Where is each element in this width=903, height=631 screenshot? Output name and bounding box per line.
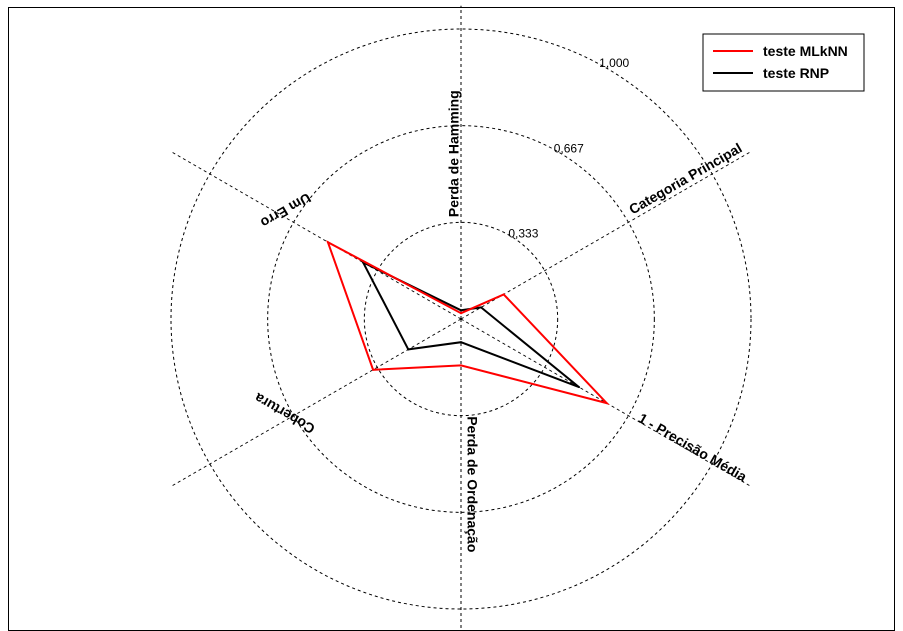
axis-spoke-4 [171, 318, 462, 487]
legend-label-rnp: teste RNP [763, 65, 829, 81]
axis-spoke-1 [460, 151, 751, 320]
axis-label-um-erro: Um Erro [258, 190, 314, 231]
ring-label-1000: 1,000 [599, 56, 629, 70]
data-point-rnp-2 [578, 386, 581, 389]
data-point-rnp-1 [480, 306, 483, 309]
axis-label-cobertura: Cobertura [251, 390, 317, 437]
data-point-mlknn-3 [460, 364, 462, 367]
data-point-rnp-4 [407, 348, 410, 351]
grid-ring-1 [267, 125, 655, 513]
data-point-mlknn-4 [372, 368, 375, 371]
ring-label-0333: 0,333 [508, 227, 538, 241]
chart-frame [8, 7, 895, 631]
legend-box [702, 33, 865, 92]
data-point-mlknn-5 [326, 241, 329, 244]
axis-label-perda-de-ordenacao: Perda de Ordenação [464, 416, 480, 552]
series-layer [326, 240, 610, 405]
ring-label-0667: 0,667 [554, 141, 584, 155]
data-point-mlknn-0 [460, 312, 462, 315]
legend: teste MLkNN teste RNP [702, 33, 865, 92]
axis-spoke-5 [171, 151, 462, 320]
data-point-mlknn-2 [605, 402, 608, 405]
grid-ring-2 [170, 28, 752, 610]
data-point-rnp-0 [460, 309, 462, 312]
axis-spokes [171, 5, 751, 631]
axis-spoke-2 [460, 318, 751, 487]
legend-label-mlknn: teste MLkNN [763, 43, 848, 59]
data-point-mlknn-1 [502, 293, 505, 296]
data-point-rnp-3 [460, 341, 462, 344]
axis-label-categoria-principal: Categoria Principal [626, 140, 744, 218]
axis-label-perda-de-hamming: Perda de Hamming [446, 90, 462, 217]
